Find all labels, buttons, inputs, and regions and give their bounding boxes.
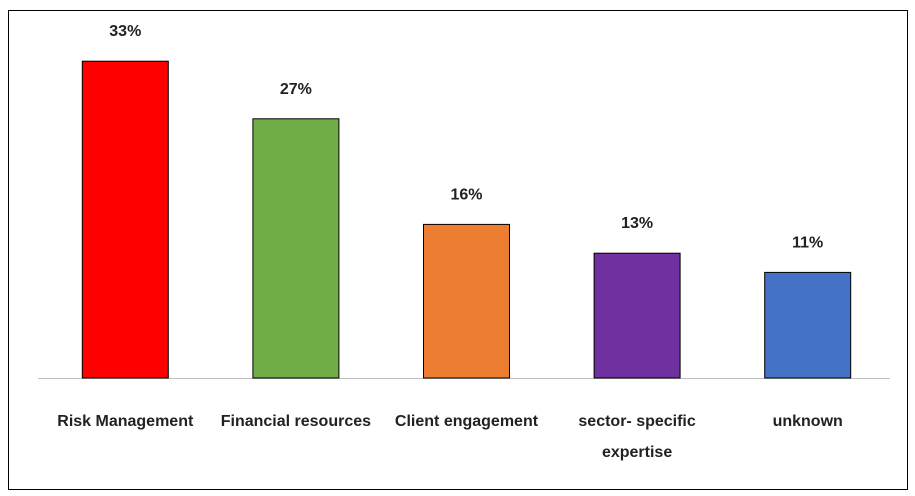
bar bbox=[593, 252, 681, 379]
category-label: sector- specific expertise bbox=[578, 413, 696, 461]
data-label: 16% bbox=[450, 186, 482, 203]
data-label: 11% bbox=[792, 234, 823, 251]
category-label: unknown bbox=[772, 413, 843, 430]
bar bbox=[81, 60, 169, 379]
category-label: Risk Management bbox=[57, 413, 194, 430]
data-label: 27% bbox=[280, 81, 312, 98]
bar bbox=[423, 223, 510, 379]
category-label: Client engagement bbox=[394, 413, 539, 430]
category-label: Financial resources bbox=[220, 413, 372, 430]
data-label: 13% bbox=[621, 215, 653, 232]
bar bbox=[764, 271, 852, 379]
bar bbox=[252, 118, 340, 379]
data-label: 33% bbox=[109, 23, 141, 40]
